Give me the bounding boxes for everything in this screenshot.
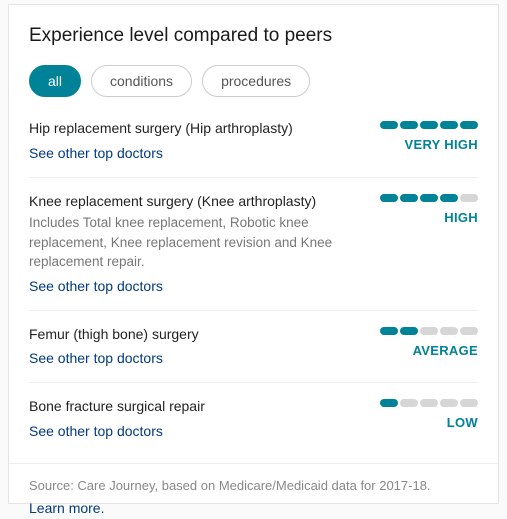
rating-segment [380, 399, 398, 407]
rating-bar [358, 399, 478, 407]
rating-bar [358, 121, 478, 129]
rating-segment [380, 121, 398, 129]
rating-segment [380, 327, 398, 335]
rating-segment [460, 194, 478, 202]
rating-bar [358, 194, 478, 202]
tab-conditions[interactable]: conditions [91, 65, 192, 97]
rating-segment [400, 399, 418, 407]
rating-segment [420, 327, 438, 335]
source-text: Source: Care Journey, based on Medicare/… [29, 476, 478, 496]
rating-bar [358, 327, 478, 335]
rating-segment [440, 327, 458, 335]
tab-procedures[interactable]: procedures [202, 65, 310, 97]
rating-segment [460, 121, 478, 129]
see-other-doctors-link[interactable]: See other top doctors [29, 423, 163, 439]
item-name: Hip replacement surgery (Hip arthroplast… [29, 119, 338, 139]
rating-segment [460, 327, 478, 335]
item-name: Knee replacement surgery (Knee arthropla… [29, 192, 338, 212]
experience-card: Experience level compared to peers all c… [8, 4, 499, 504]
item-left: Hip replacement surgery (Hip arthroplast… [29, 119, 338, 163]
card-title: Experience level compared to peers [29, 25, 478, 47]
rating-label: HIGH [358, 210, 478, 225]
item-name: Bone fracture surgical repair [29, 397, 338, 417]
item-desc: Includes Total knee replacement, Robotic… [29, 213, 338, 272]
filter-tabs: all conditions procedures [29, 65, 478, 97]
item-left: Knee replacement surgery (Knee arthropla… [29, 192, 338, 296]
experience-item: Hip replacement surgery (Hip arthroplast… [29, 119, 478, 178]
item-right: HIGH [358, 192, 478, 296]
tab-all[interactable]: all [29, 65, 81, 97]
rating-segment [400, 327, 418, 335]
experience-item: Bone fracture surgical repair See other t… [29, 397, 478, 455]
see-other-doctors-link[interactable]: See other top doctors [29, 145, 163, 161]
rating-segment [420, 194, 438, 202]
item-left: Bone fracture surgical repair See other t… [29, 397, 338, 441]
rating-label: VERY HIGH [358, 137, 478, 152]
rating-segment [400, 121, 418, 129]
rating-segment [420, 399, 438, 407]
item-name: Femur (thigh bone) surgery [29, 325, 338, 345]
card-footer: Source: Care Journey, based on Medicare/… [9, 463, 498, 519]
rating-segment [400, 194, 418, 202]
rating-segment [440, 194, 458, 202]
experience-item: Knee replacement surgery (Knee arthropla… [29, 192, 478, 311]
see-other-doctors-link[interactable]: See other top doctors [29, 350, 163, 366]
item-left: Femur (thigh bone) surgery See other top … [29, 325, 338, 369]
experience-item: Femur (thigh bone) surgery See other top … [29, 325, 478, 384]
see-other-doctors-link[interactable]: See other top doctors [29, 278, 163, 294]
rating-label: LOW [358, 415, 478, 430]
rating-label: AVERAGE [358, 343, 478, 358]
rating-segment [440, 121, 458, 129]
rating-segment [460, 399, 478, 407]
rating-segment [420, 121, 438, 129]
item-right: AVERAGE [358, 325, 478, 369]
rating-segment [440, 399, 458, 407]
learn-more-link[interactable]: Learn more. [29, 498, 104, 519]
item-right: VERY HIGH [358, 119, 478, 163]
item-right: LOW [358, 397, 478, 441]
rating-segment [380, 194, 398, 202]
